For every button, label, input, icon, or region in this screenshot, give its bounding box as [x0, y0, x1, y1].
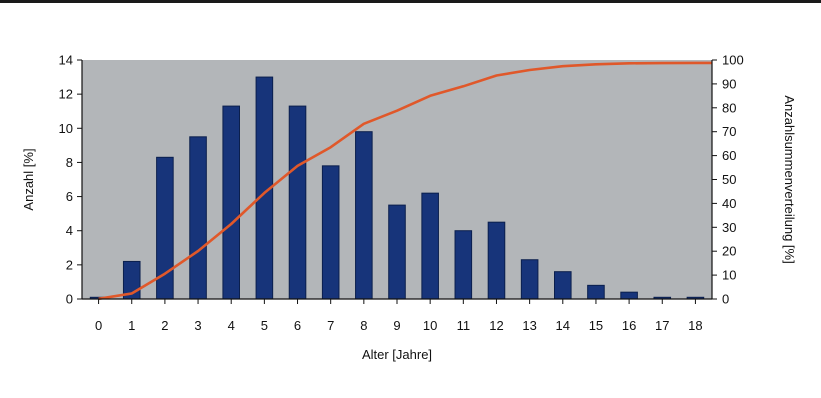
bar-10 [421, 192, 439, 300]
bar-15 [587, 284, 605, 300]
y-tick-label-right: 60 [722, 148, 736, 163]
x-tick-label: 7 [327, 318, 334, 333]
bar-3 [189, 136, 207, 300]
y-tick-label-right: 30 [722, 220, 736, 235]
top-border-line [0, 0, 821, 3]
y-tick-label-right: 80 [722, 100, 736, 115]
bar-11 [454, 230, 473, 300]
x-tick-label: 3 [194, 318, 201, 333]
cumulative-line [98, 61, 712, 301]
x-tick-label: 4 [228, 318, 235, 333]
x-tick-label: 2 [161, 318, 168, 333]
x-tick-label: 5 [261, 318, 268, 333]
x-tick-label: 6 [294, 318, 301, 333]
bar-7 [321, 165, 340, 300]
y-tick-label-right: 10 [722, 268, 736, 283]
y-tick-label-right: 50 [722, 172, 736, 187]
bar-9 [388, 204, 406, 300]
bar-13 [520, 259, 539, 300]
y-tick-label-left: 14 [59, 53, 73, 68]
x-tick-label: 17 [655, 318, 669, 333]
x-tick-label: 16 [622, 318, 636, 333]
y-tick-label-right: 90 [722, 76, 736, 91]
y-tick-label-left: 8 [66, 155, 73, 170]
bar-12 [487, 221, 506, 300]
x-tick-label: 1 [128, 318, 135, 333]
y-tick-label-left: 4 [66, 223, 73, 238]
x-tick-label: 11 [457, 318, 471, 333]
x-tick-label: 12 [489, 318, 503, 333]
y-tick-label-left: 12 [59, 87, 73, 102]
x-tick-label: 14 [556, 318, 570, 333]
x-tick-label: 8 [360, 318, 367, 333]
y-tick-label-left: 2 [66, 257, 73, 272]
bar-14 [554, 271, 572, 300]
bar-6 [288, 105, 307, 300]
x-tick-label: 10 [423, 318, 437, 333]
x-tick-label: 18 [688, 318, 702, 333]
y-tick-label-right: 100 [722, 53, 744, 68]
x-tick-label: 15 [589, 318, 603, 333]
y-tick-label-right: 20 [722, 244, 736, 259]
y-tick-label-right: 70 [722, 124, 736, 139]
x-axis-title: Alter [Jahre] [362, 347, 432, 362]
y-tick-label-left: 6 [66, 189, 73, 204]
y-tick-label-right: 40 [722, 196, 736, 211]
bar-16 [620, 291, 638, 300]
x-tick-label: 0 [95, 318, 102, 333]
bar-8 [355, 131, 373, 300]
x-tick-label: 9 [393, 318, 400, 333]
bar-4 [222, 105, 240, 300]
y-tick-label-left: 10 [59, 121, 73, 136]
y-tick-label-left: 0 [66, 292, 73, 307]
y-axis-title-right: Anzahlsummenverteilung [%] [782, 95, 797, 263]
y-tick-label-right: 0 [722, 292, 729, 307]
y-axis-title-left: Anzahl [%] [21, 148, 36, 210]
x-tick-label: 13 [522, 318, 536, 333]
